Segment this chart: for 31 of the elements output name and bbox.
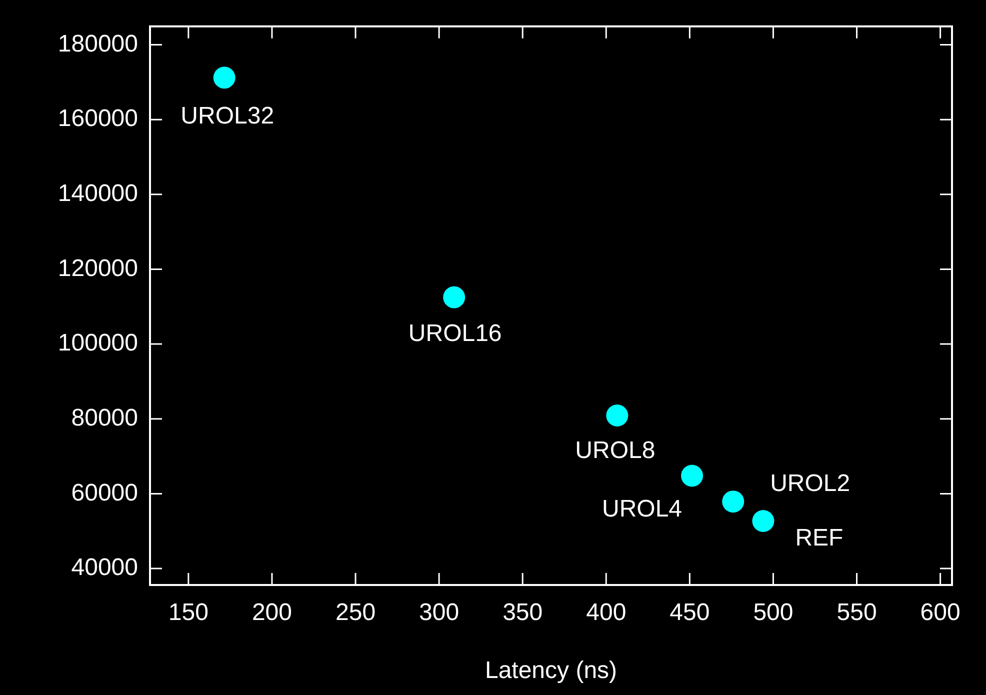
x-tick-label: 350 bbox=[502, 599, 543, 626]
point bbox=[722, 490, 744, 513]
point bbox=[681, 464, 704, 487]
x-tick-label: 250 bbox=[335, 599, 376, 626]
point bbox=[213, 66, 236, 89]
x-tick-label: 500 bbox=[753, 599, 794, 626]
y-tick-label: 140000 bbox=[58, 180, 138, 208]
x-tick-label: 600 bbox=[920, 599, 960, 626]
point bbox=[606, 404, 628, 427]
point bbox=[443, 286, 466, 308]
x-tick-label: 150 bbox=[168, 599, 208, 626]
x-tick-label: 200 bbox=[252, 599, 292, 626]
y-tick-label: 120000 bbox=[58, 254, 138, 282]
x-tick-label: 550 bbox=[836, 599, 877, 626]
y-tick-label: 100000 bbox=[58, 330, 138, 357]
y-tick-label: 40000 bbox=[71, 554, 138, 582]
x-tick-label: 450 bbox=[670, 599, 710, 626]
y-tick-label: 60000 bbox=[71, 479, 138, 506]
annotation: UROL8 bbox=[575, 437, 656, 464]
annotation: REF bbox=[795, 524, 844, 552]
y-tick-label: 160000 bbox=[58, 105, 138, 132]
x-tick-label: 300 bbox=[419, 599, 460, 626]
annotation: UROL2 bbox=[770, 470, 850, 498]
y-tick-label: 180000 bbox=[58, 30, 138, 58]
annotation: UROL4 bbox=[602, 495, 682, 522]
annotation: UROL16 bbox=[408, 320, 502, 347]
annotation: UROL32 bbox=[180, 102, 274, 130]
x-tick-label: 400 bbox=[586, 599, 626, 626]
x-axis-title: Latency (ns) bbox=[484, 657, 618, 684]
y-tick-label: 80000 bbox=[71, 404, 138, 432]
point bbox=[752, 510, 774, 532]
